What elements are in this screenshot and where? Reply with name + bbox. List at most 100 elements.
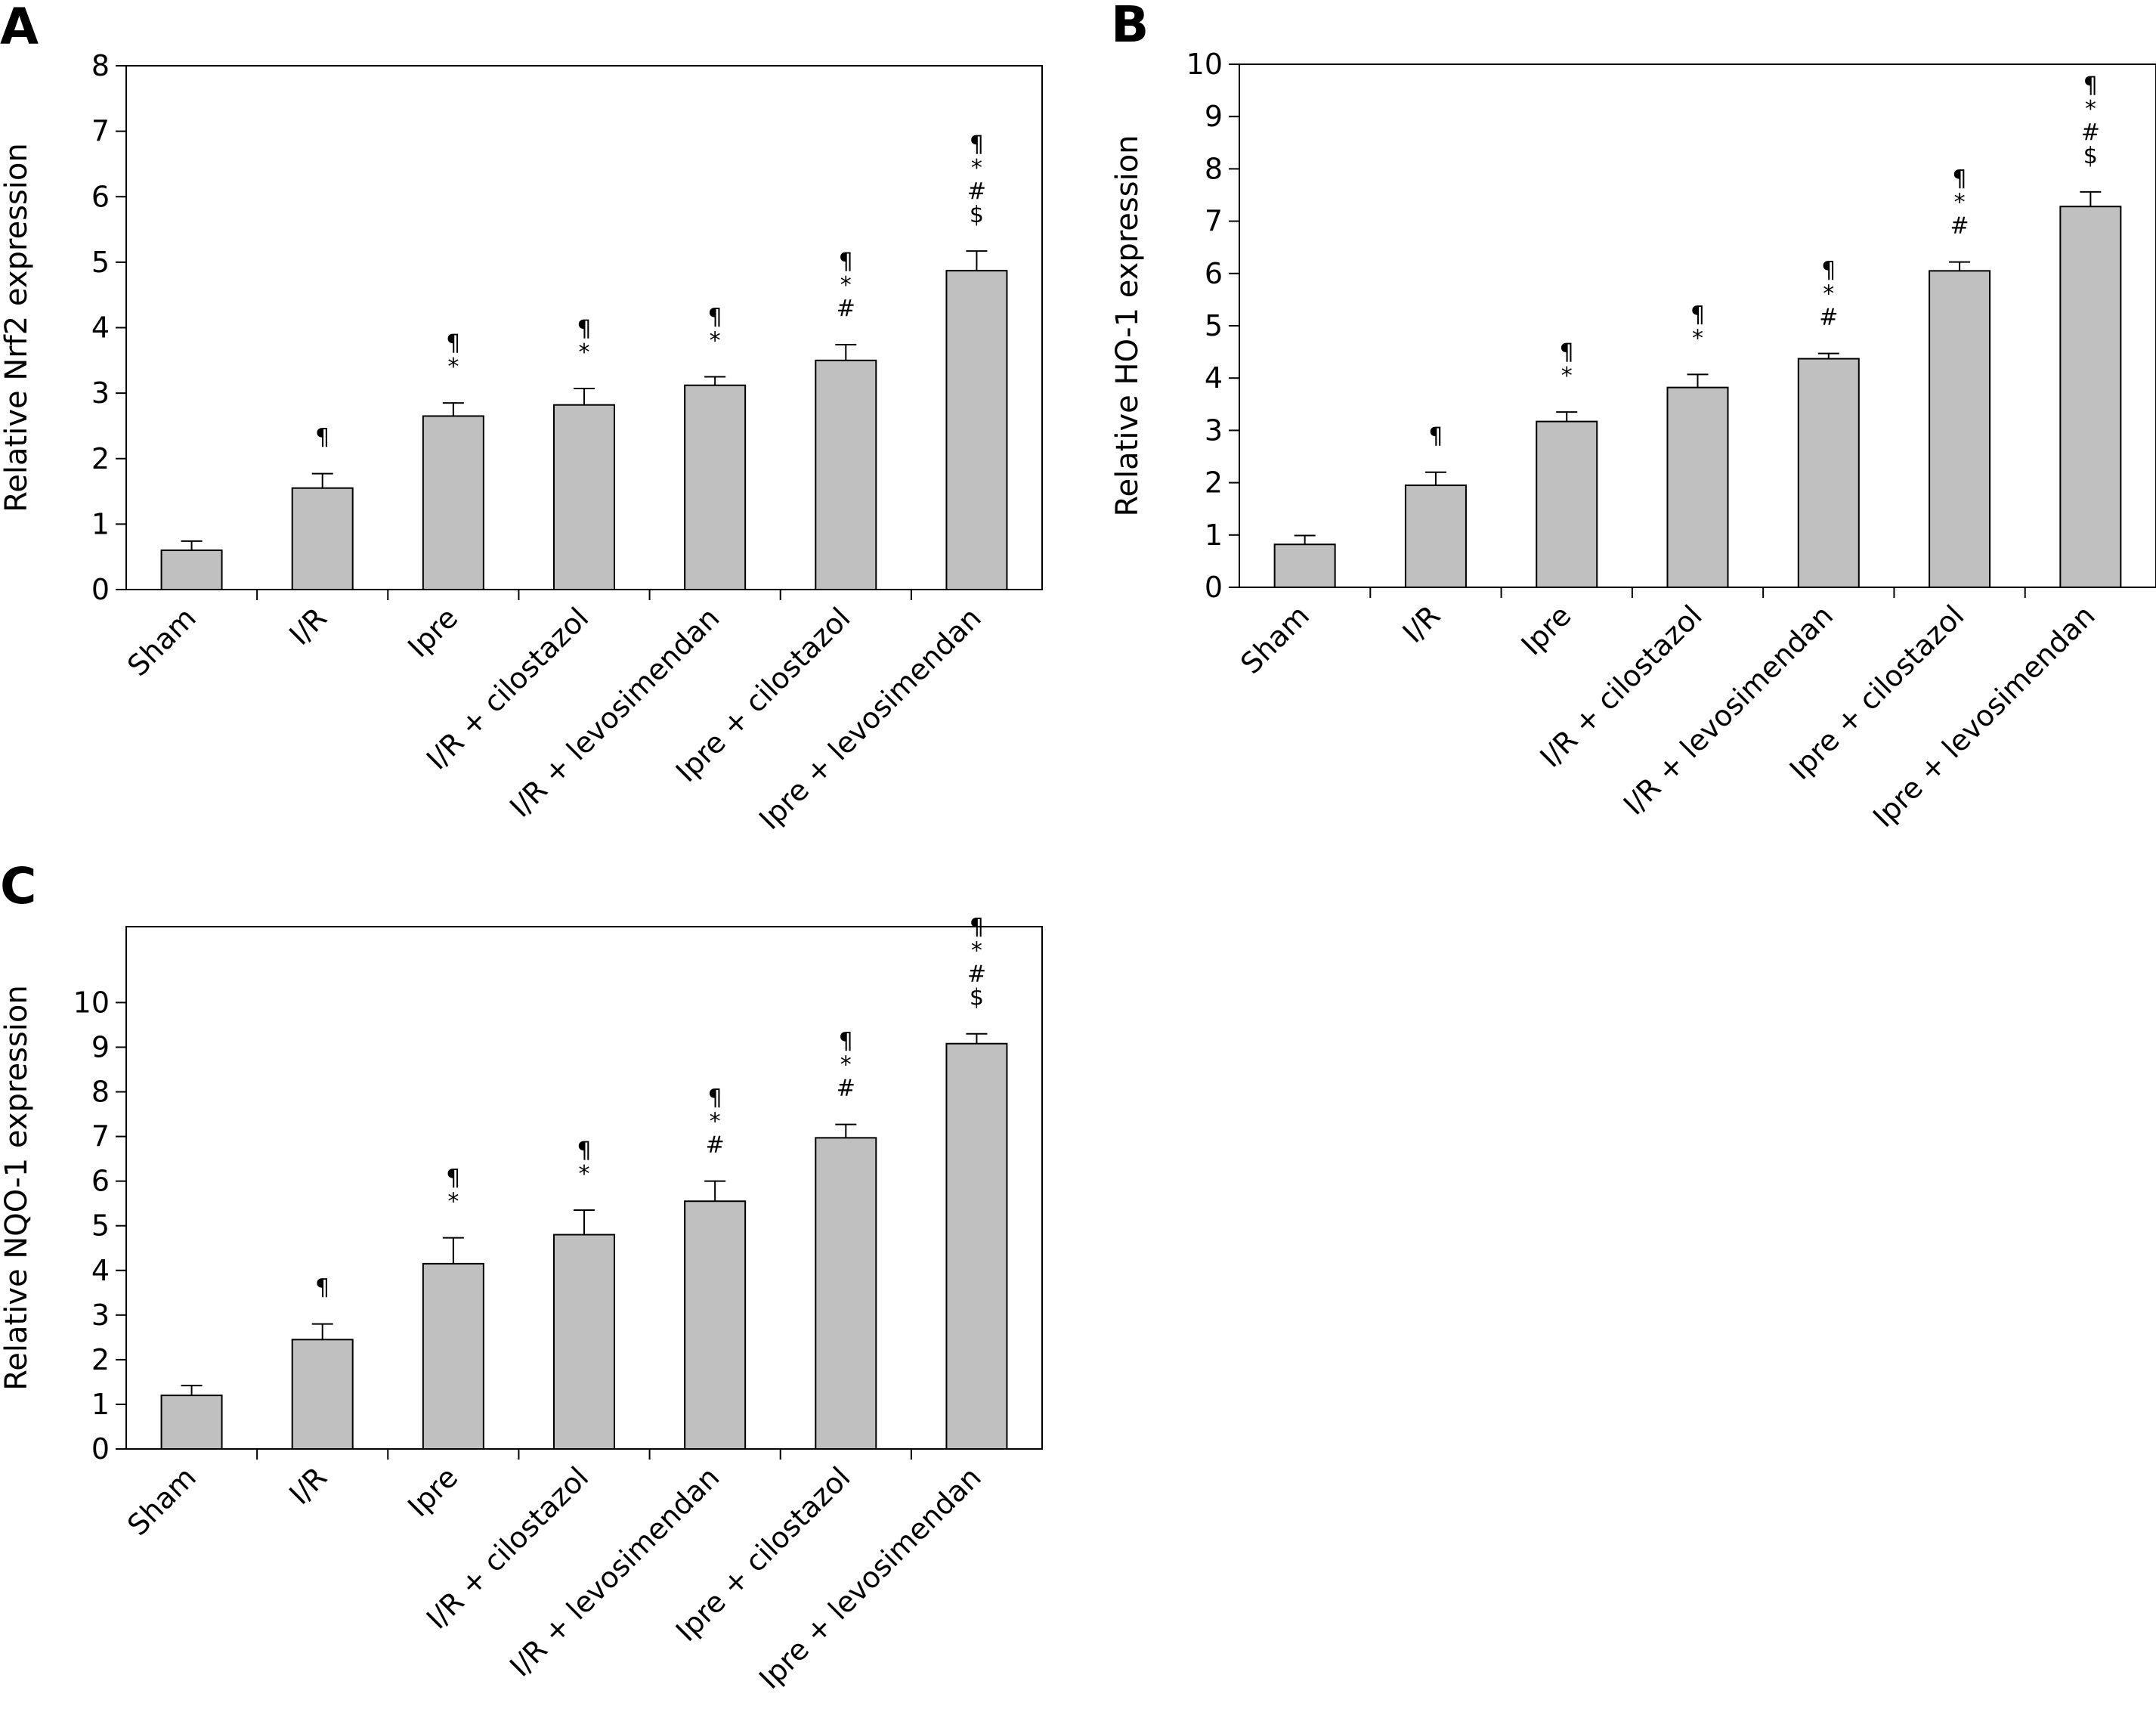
category-label: Sham (121, 1460, 203, 1542)
significance-mark: # (706, 1132, 725, 1159)
bar (1536, 420, 1598, 588)
significance-mark: $ (970, 202, 984, 228)
significance-mark: ¶ (446, 330, 460, 357)
bar (1666, 386, 1729, 588)
bar (422, 1262, 484, 1450)
y-tick-label: 2 (1205, 466, 1223, 500)
significance-mark: * (1692, 325, 1703, 351)
y-tick-label: 1 (91, 507, 110, 540)
bar (1797, 358, 1860, 588)
y-tick-label: 8 (91, 49, 110, 82)
bar (945, 1042, 1008, 1450)
panel-c: C 0 1 2 3 4 5 6 7 8 9 10 Relative NQO-1 expression S… (0, 857, 1043, 1695)
significance-mark: * (710, 1109, 721, 1135)
significance-mark: * (579, 339, 590, 366)
significance-mark: * (971, 938, 982, 964)
bar (684, 384, 747, 590)
bar (553, 404, 615, 591)
category-label: Ipre + levosimendan (753, 601, 988, 836)
significance-mark: ¶ (315, 425, 329, 451)
category-label: I/R + levosimendan (503, 1460, 725, 1683)
category-label: I/R + levosimendan (503, 601, 725, 823)
category-label: Ipre (1514, 599, 1577, 661)
category-label: I/R (283, 601, 333, 652)
y-tick-label: 5 (1205, 309, 1223, 342)
y-tick-label: 2 (91, 1343, 110, 1376)
category-label: I/R + levosimendan (1617, 599, 1839, 821)
significance-mark: * (447, 1189, 459, 1215)
bar (1404, 484, 1467, 588)
y-tick-label: 7 (1205, 205, 1223, 238)
y-tick-label: 5 (91, 1209, 110, 1243)
bar (815, 1137, 877, 1450)
significance-mark: ¶ (577, 1138, 591, 1164)
y-tick-label: 0 (91, 573, 110, 606)
significance-mark: # (1950, 213, 1969, 240)
y-tick-label: 3 (91, 1299, 110, 1332)
bar (160, 550, 223, 591)
bar (815, 359, 877, 590)
significance-mark: $ (2083, 143, 2098, 169)
y-tick-label: 4 (91, 311, 110, 345)
significance-mark: # (967, 961, 986, 988)
panel-c-letter: C (0, 857, 36, 915)
y-tick-label: 6 (91, 1165, 110, 1198)
y-tick-label: 6 (1205, 257, 1223, 290)
y-axis-label: Relative NQO-1 expression (0, 985, 34, 1390)
category-label: Sham (1234, 599, 1316, 680)
significance-mark: # (1819, 305, 1838, 331)
significance-mark: # (2081, 119, 2100, 146)
significance-mark: * (579, 1161, 590, 1187)
bar (553, 1234, 615, 1450)
y-tick-label: 8 (91, 1076, 110, 1109)
category-label: Ipre + levosimendan (753, 1460, 988, 1695)
significance-mark: $ (970, 985, 984, 1011)
significance-mark: * (971, 155, 982, 181)
significance-mark: * (2085, 96, 2096, 122)
significance-mark: ¶ (315, 1275, 329, 1302)
category-label: Ipre (401, 601, 464, 664)
y-tick-label: 1 (91, 1388, 110, 1421)
y-tick-label: 4 (1205, 361, 1223, 395)
panel-a-letter: A (0, 0, 39, 56)
significance-mark: ¶ (708, 304, 722, 330)
significance-mark: * (1954, 190, 1966, 216)
significance-mark: ¶ (1821, 258, 1836, 284)
y-tick-label: 4 (91, 1254, 110, 1287)
significance-mark: ¶ (577, 316, 591, 342)
y-tick-label: 8 (1205, 152, 1223, 185)
y-tick-label: 9 (1205, 100, 1223, 133)
bar (1273, 543, 1336, 588)
significance-mark: ¶ (446, 1166, 460, 1192)
category-label: Ipre + levosimendan (1867, 599, 2102, 834)
significance-mark: ¶ (1560, 339, 1574, 366)
category-label: Ipre (401, 1460, 464, 1523)
y-axis-label: Relative Nrf2 expression (0, 143, 34, 512)
significance-mark: ¶ (2083, 73, 2098, 99)
y-tick-label: 10 (1186, 48, 1223, 81)
significance-mark: # (967, 178, 986, 205)
y-tick-label: 3 (91, 376, 110, 410)
panel-a: A 0 1 2 3 4 5 6 7 8 Relative Nrf2 expression Sham ¶… (0, 0, 1043, 836)
bar (684, 1200, 747, 1450)
panel-b-letter: B (1111, 0, 1149, 54)
y-tick-label: 5 (91, 246, 110, 279)
significance-mark: ¶ (1428, 423, 1443, 450)
category-label: I/R (1397, 599, 1447, 649)
y-tick-label: 2 (91, 442, 110, 475)
bar (422, 415, 484, 590)
panel-b: B 0 1 2 3 4 5 6 7 8 9 10 Relative HO-1 expression Sh… (1110, 0, 2156, 834)
significance-mark: ¶ (839, 249, 853, 275)
bar (160, 1395, 223, 1450)
category-label: Sham (121, 601, 203, 683)
significance-mark: * (710, 327, 721, 354)
significance-mark: * (447, 354, 459, 380)
bar (2059, 206, 2122, 588)
y-tick-label: 6 (91, 180, 110, 213)
y-tick-label: 1 (1205, 519, 1223, 552)
y-tick-label: 3 (1205, 413, 1223, 447)
significance-mark: * (1823, 281, 1834, 308)
significance-mark: * (840, 272, 852, 299)
significance-mark: ¶ (1953, 166, 1967, 193)
